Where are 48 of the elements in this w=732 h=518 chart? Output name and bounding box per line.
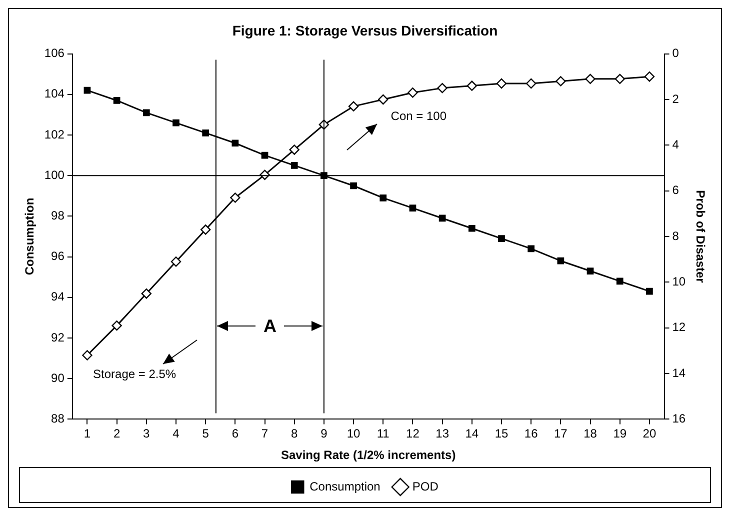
x-tick-label: 4 bbox=[172, 426, 180, 441]
x-tick-label: 1 bbox=[84, 426, 91, 441]
y-tick-label: 102 bbox=[44, 127, 65, 142]
y-axis-title: Consumption bbox=[22, 198, 37, 276]
x-tick-label: 20 bbox=[642, 426, 656, 441]
x-tick-label: 8 bbox=[291, 426, 298, 441]
x-tick-label: 5 bbox=[202, 426, 210, 441]
y-tick-label: 90 bbox=[51, 370, 65, 385]
x-tick-label: 2 bbox=[113, 426, 120, 441]
y-tick-label: 96 bbox=[51, 249, 65, 264]
y-tick-label: 92 bbox=[51, 330, 65, 344]
x-tick-label: 17 bbox=[554, 426, 568, 441]
y-tick-label: 88 bbox=[51, 412, 65, 426]
annotation: A bbox=[263, 316, 276, 336]
x-tick-label: 6 bbox=[232, 426, 239, 441]
y-tick-label: 106 bbox=[44, 46, 65, 60]
x-tick-label: 10 bbox=[346, 426, 361, 441]
x-tick-label: 9 bbox=[320, 426, 328, 441]
y2-tick-label: 4 bbox=[672, 137, 680, 152]
y2-tick-label: 10 bbox=[672, 274, 686, 288]
x-tick-label: 12 bbox=[406, 426, 420, 441]
y2-tick-label: 0 bbox=[672, 46, 680, 60]
x-tick-label: 7 bbox=[261, 426, 268, 441]
x-tick-label: 3 bbox=[143, 426, 150, 441]
x-tick-label: 19 bbox=[613, 426, 627, 441]
x-tick-label: 15 bbox=[494, 426, 508, 441]
y2-tick-label: 12 bbox=[672, 320, 686, 334]
annotation: Con = 100 bbox=[390, 108, 446, 123]
x-tick-label: 16 bbox=[524, 426, 538, 441]
y-tick-label: 98 bbox=[51, 208, 65, 223]
x-tick-label: 11 bbox=[376, 426, 390, 441]
x-axis-title: Saving Rate (1/2% increments) bbox=[280, 448, 456, 462]
y2-tick-label: 14 bbox=[672, 366, 686, 380]
x-tick-label: 18 bbox=[584, 426, 598, 441]
y-tick-label: 94 bbox=[51, 290, 65, 304]
annotation: Storage = 2.5% bbox=[93, 366, 176, 381]
y2-tick-label: 8 bbox=[672, 228, 680, 243]
y2-axis-title: Prob of Disaster bbox=[693, 190, 708, 284]
x-tick-label: 13 bbox=[436, 426, 450, 441]
legend-label: POD bbox=[412, 479, 439, 494]
y2-tick-label: 16 bbox=[672, 412, 686, 426]
y-tick-label: 100 bbox=[44, 168, 65, 182]
chart-title: Figure 1: Storage Versus Diversification bbox=[232, 22, 498, 38]
y-tick-label: 104 bbox=[44, 86, 65, 101]
legend-label: Consumption bbox=[310, 479, 380, 494]
x-tick-label: 14 bbox=[465, 426, 479, 441]
y2-tick-label: 2 bbox=[672, 92, 680, 106]
y2-tick-label: 6 bbox=[672, 183, 680, 198]
